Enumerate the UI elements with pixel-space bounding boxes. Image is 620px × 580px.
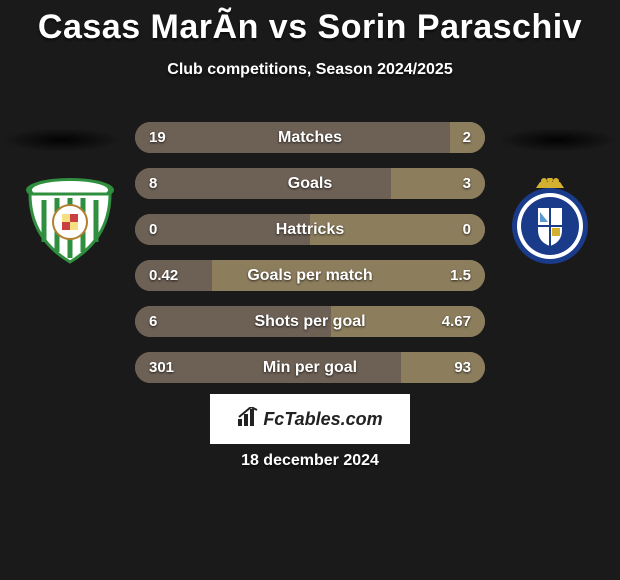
shadow-left — [2, 128, 122, 152]
stat-label: Hattricks — [135, 214, 485, 245]
stat-label: Min per goal — [135, 352, 485, 383]
stat-value-right: 4.67 — [442, 306, 471, 337]
page-title: Casas MarÃn vs Sorin Paraschiv — [0, 0, 620, 47]
date-text: 18 december 2024 — [0, 452, 620, 470]
stat-row-goals-per-match: 0.42 Goals per match 1.5 — [135, 260, 485, 291]
shadow-right — [498, 128, 618, 152]
stat-row-hattricks: 0 Hattricks 0 — [135, 214, 485, 245]
stat-value-right: 1.5 — [450, 260, 471, 291]
page-subtitle: Club competitions, Season 2024/2025 — [0, 61, 620, 79]
club-badge-right — [500, 178, 600, 264]
stat-value-right: 0 — [463, 214, 471, 245]
stat-row-goals: 8 Goals 3 — [135, 168, 485, 199]
stat-label: Matches — [135, 122, 485, 153]
stat-row-matches: 19 Matches 2 — [135, 122, 485, 153]
stat-row-shots-per-goal: 6 Shots per goal 4.67 — [135, 306, 485, 337]
stat-label: Goals per match — [135, 260, 485, 291]
stats-container: 19 Matches 2 8 Goals 3 0 Hattricks 0 0.4… — [135, 122, 485, 398]
stat-label: Shots per goal — [135, 306, 485, 337]
brand-text: FcTables.com — [263, 409, 382, 430]
stat-value-right: 2 — [463, 122, 471, 153]
stat-value-right: 93 — [454, 352, 471, 383]
brand-box[interactable]: FcTables.com — [210, 394, 410, 444]
chart-icon — [237, 407, 259, 432]
stat-label: Goals — [135, 168, 485, 199]
stat-row-min-per-goal: 301 Min per goal 93 — [135, 352, 485, 383]
club-badge-left — [20, 178, 120, 264]
stat-value-right: 3 — [463, 168, 471, 199]
